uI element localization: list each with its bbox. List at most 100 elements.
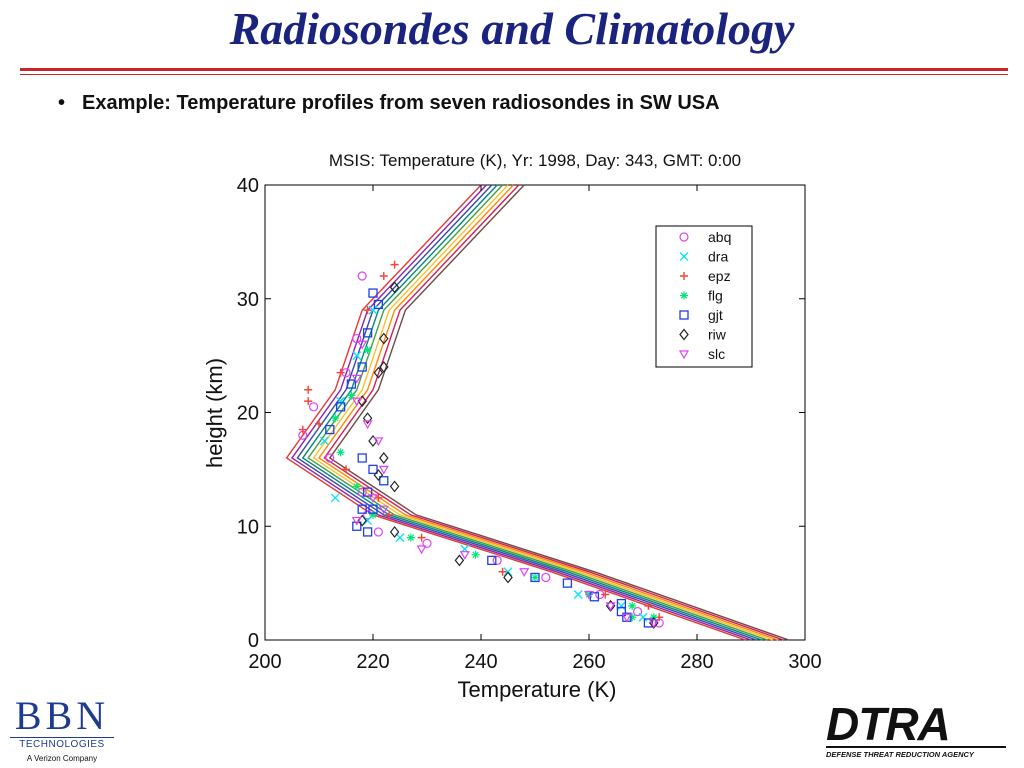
x-tick-label: 300	[788, 651, 821, 673]
marker-riw	[379, 361, 389, 373]
marker-abq	[492, 555, 502, 565]
model-profile-line	[301, 184, 763, 641]
marker-slc	[621, 613, 632, 623]
bullet-dot: •	[58, 92, 66, 114]
marker-slc	[416, 545, 427, 555]
marker-gjt	[379, 476, 389, 486]
marker-slc	[519, 568, 530, 577]
x-axis-label: Temperature (K)	[458, 677, 617, 702]
marker-abq	[632, 606, 643, 617]
marker-slc	[362, 420, 373, 430]
marker-flg	[331, 414, 340, 423]
dtra-logo: DTRA DEFENSE THREAT REDUCTION AGENCY	[826, 698, 1006, 759]
model-profile-line	[312, 184, 773, 641]
marker-gjt	[373, 299, 384, 310]
marker-gjt	[352, 521, 362, 531]
marker-flg	[352, 482, 361, 491]
marker-flg	[363, 345, 372, 354]
marker-epz	[417, 533, 426, 542]
marker-epz	[385, 510, 394, 519]
marker-gjt	[643, 618, 654, 628]
bbn-logo: BBN TECHNOLOGIES A Verizon Company	[10, 696, 114, 763]
model-profile-line	[285, 184, 746, 641]
x-tick-label: 260	[572, 651, 605, 673]
model-profile-line	[318, 184, 779, 641]
y-tick-label: 20	[237, 403, 259, 425]
marker-slc	[605, 602, 616, 612]
marker-epz	[644, 601, 653, 610]
marker-slc	[373, 437, 384, 447]
series-slc	[351, 340, 659, 629]
bbn-logo-tagline: A Verizon Company	[26, 754, 98, 763]
marker-abq	[352, 333, 362, 344]
marker-epz	[342, 465, 350, 474]
marker-epz	[363, 306, 372, 315]
marker-riw	[389, 480, 400, 493]
observation-markers	[298, 260, 664, 629]
series-dra	[319, 305, 648, 622]
marker-gjt	[346, 379, 357, 389]
marker-epz	[336, 368, 345, 377]
marker-epz	[315, 419, 323, 428]
marker-abq	[357, 487, 367, 497]
legend: abq dra epz flg gjt riw slc	[655, 225, 753, 368]
marker-dra	[638, 612, 648, 622]
marker-slc	[357, 340, 368, 350]
marker-dra	[352, 351, 362, 361]
marker-abq	[422, 538, 432, 548]
marker-dra	[363, 516, 373, 526]
marker-epz	[379, 272, 388, 280]
series-epz	[298, 260, 664, 622]
marker-epz	[498, 567, 507, 576]
legend-marker-slc	[678, 350, 690, 360]
marker-dra	[616, 601, 626, 611]
marker-abq	[325, 453, 335, 463]
marker-gjt	[325, 424, 335, 435]
marker-riw	[503, 571, 513, 584]
marker-slc	[583, 590, 595, 600]
marker-slc	[351, 516, 362, 526]
marker-dra	[395, 533, 405, 543]
marker-slc	[367, 494, 379, 504]
marker-gjt	[616, 606, 627, 617]
marker-flg	[628, 601, 637, 610]
legend-marker-flg	[680, 291, 688, 300]
legend-label-dra: dra	[708, 249, 728, 265]
bullet-item: • Example: Temperature profiles from seve…	[58, 92, 720, 115]
marker-gjt	[362, 487, 373, 497]
marker-flg	[628, 613, 637, 622]
model-profile-line	[307, 184, 768, 641]
marker-gjt	[487, 555, 497, 566]
legend-marker-dra	[679, 252, 689, 261]
marker-gjt	[368, 288, 378, 298]
marker-epz	[298, 425, 307, 434]
title-rule-thick	[20, 68, 1008, 71]
series-flg	[331, 345, 658, 622]
y-tick-label: 40	[237, 175, 259, 197]
bbn-logo-subtitle: TECHNOLOGIES	[10, 737, 114, 750]
model-profile-line	[328, 184, 790, 641]
marker-slc	[378, 505, 389, 515]
chart-title: MSIS: Temperature (K), Yr: 1998, Day: 34…	[329, 151, 741, 170]
marker-slc	[351, 374, 362, 384]
marker-slc	[378, 465, 389, 475]
legend-label-flg: flg	[708, 288, 723, 304]
dtra-logo-mark: DTRA	[826, 698, 951, 750]
marker-gjt	[362, 328, 373, 338]
marker-riw	[389, 525, 400, 538]
legend-label-gjt: gjt	[708, 307, 723, 323]
marker-flg	[471, 550, 480, 559]
marker-riw	[389, 281, 400, 294]
marker-gjt	[562, 578, 573, 588]
marker-abq	[541, 572, 551, 583]
bbn-logo-mark: BBN	[14, 693, 110, 738]
y-tick-label: 10	[237, 516, 259, 538]
dtra-logo-subtitle: DEFENSE THREAT REDUCTION AGENCY	[826, 746, 1006, 759]
marker-epz	[304, 397, 313, 406]
marker-flg	[406, 533, 415, 542]
marker-flg	[531, 573, 539, 582]
bullet-text: Example: Temperature profiles from seven…	[82, 92, 720, 114]
x-tick-label: 220	[356, 651, 389, 673]
legend-label-slc: slc	[708, 346, 725, 362]
legend-label-epz: epz	[708, 268, 731, 284]
